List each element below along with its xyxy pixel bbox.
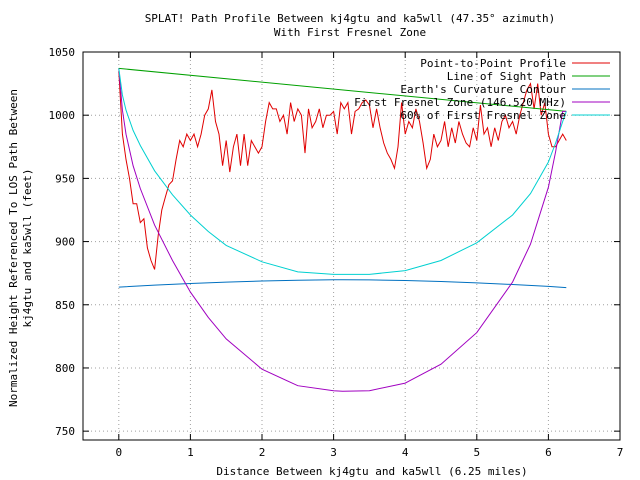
legend-label-1: Point-to-Point Profile	[420, 57, 566, 70]
series-line-5	[118, 68, 567, 275]
x-tick-label: 7	[617, 446, 624, 459]
y-tick-label: 750	[55, 425, 75, 438]
x-tick-label: 0	[115, 446, 122, 459]
y-tick-label: 900	[55, 236, 75, 249]
y-axis-label-line1: Normalized Height Referenced To LOS Path…	[7, 89, 20, 407]
y-axis-label-line2: kj4gtu and ka5wll (feet)	[21, 169, 34, 328]
x-tick-label: 1	[187, 446, 194, 459]
series-line-4	[118, 68, 567, 392]
chart-title: SPLAT! Path Profile Between kj4gtu and k…	[145, 12, 556, 25]
x-tick-label: 6	[545, 446, 552, 459]
x-axis-label: Distance Between kj4gtu and ka5wll (6.25…	[216, 465, 527, 478]
series-lines	[118, 67, 567, 392]
y-tick-label: 800	[55, 362, 75, 375]
chart-subtitle: With First Fresnel Zone	[274, 26, 426, 39]
legend-label-5: 60% of First Fresnel Zone	[400, 109, 566, 122]
plot-axes: 0 1 2 3 4 5 6 7 750 800 850 900 950 1000 1050	[49, 46, 624, 459]
series-line-3	[118, 279, 567, 289]
y-tick-label: 950	[55, 172, 75, 185]
y-tick-label: 850	[55, 299, 75, 312]
x-tick-label: 5	[473, 446, 480, 459]
legend-label-3: Earth's Curvature Contour	[400, 83, 566, 96]
x-tick-label: 3	[330, 446, 337, 459]
series-line-2	[118, 67, 567, 112]
legend-label-2: Line of Sight Path	[447, 70, 566, 83]
grid-lines	[83, 52, 620, 440]
y-tick-label: 1000	[49, 109, 76, 122]
y-tick-label: 1050	[49, 46, 76, 59]
series-line-1	[118, 70, 567, 270]
x-tick-label: 2	[259, 446, 266, 459]
plot-frame	[82, 51, 621, 441]
x-tick-label: 4	[402, 446, 409, 459]
legend-label-4: First Fresnel Zone (146.520 MHz)	[354, 96, 566, 109]
